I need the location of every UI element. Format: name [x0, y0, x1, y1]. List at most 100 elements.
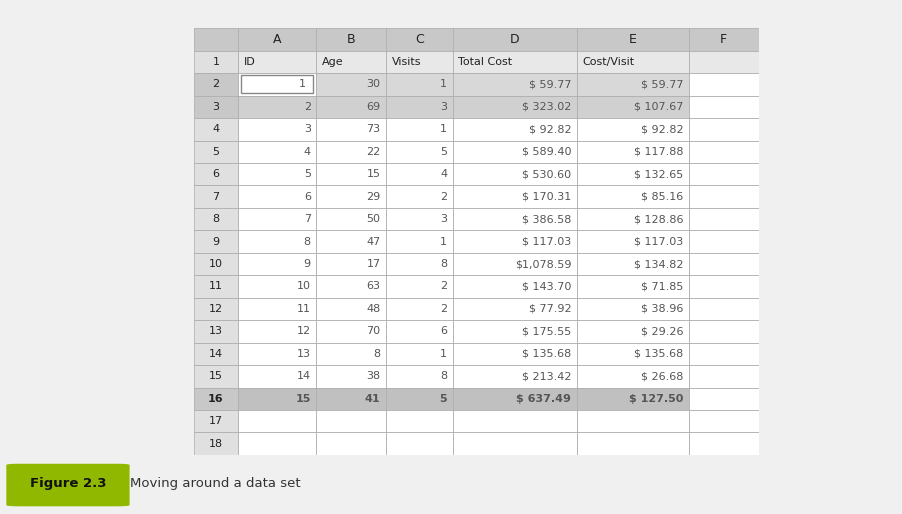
Bar — [688, 208, 758, 230]
Bar — [316, 163, 386, 186]
Bar — [316, 51, 386, 73]
Text: B: B — [346, 33, 355, 46]
Bar — [316, 28, 386, 51]
Bar — [316, 320, 386, 343]
Bar — [688, 186, 758, 208]
Bar — [316, 118, 386, 140]
Text: 2: 2 — [439, 192, 446, 201]
Text: 5: 5 — [212, 147, 219, 157]
Bar — [386, 28, 452, 51]
Bar — [237, 186, 316, 208]
Bar — [237, 51, 316, 73]
Bar — [194, 28, 237, 51]
Bar — [452, 276, 576, 298]
Bar — [452, 410, 576, 432]
Bar — [576, 253, 688, 276]
Bar — [386, 118, 452, 140]
Bar — [576, 230, 688, 253]
Bar — [576, 410, 688, 432]
Text: 5: 5 — [303, 169, 310, 179]
Bar — [576, 118, 688, 140]
Bar — [194, 96, 237, 118]
Bar — [237, 320, 316, 343]
Bar — [452, 276, 576, 298]
Text: $ 132.65: $ 132.65 — [633, 169, 683, 179]
Bar — [452, 51, 576, 73]
Bar — [194, 73, 237, 96]
Bar — [386, 118, 452, 140]
Bar — [316, 163, 386, 186]
Bar — [386, 186, 452, 208]
Bar — [316, 253, 386, 276]
Bar — [237, 73, 316, 96]
Text: 11: 11 — [297, 304, 310, 314]
Text: 13: 13 — [208, 326, 223, 336]
Text: 11: 11 — [208, 282, 223, 291]
Bar — [316, 410, 386, 432]
Bar — [688, 388, 758, 410]
Bar — [316, 410, 386, 432]
Bar — [237, 118, 316, 140]
Text: 69: 69 — [366, 102, 380, 112]
Bar — [386, 163, 452, 186]
Bar — [452, 186, 576, 208]
Text: 1: 1 — [299, 79, 306, 89]
Bar — [316, 276, 386, 298]
Text: $ 143.70: $ 143.70 — [521, 282, 571, 291]
Text: 18: 18 — [208, 438, 223, 449]
Text: 5: 5 — [439, 394, 446, 404]
Text: 17: 17 — [366, 259, 380, 269]
Bar — [194, 140, 237, 163]
Text: 3: 3 — [439, 102, 446, 112]
Bar — [386, 276, 452, 298]
Text: 8: 8 — [303, 236, 310, 247]
Bar — [452, 320, 576, 343]
Bar — [237, 140, 316, 163]
Bar — [316, 118, 386, 140]
Bar — [688, 320, 758, 343]
Bar — [452, 298, 576, 320]
Text: 4: 4 — [439, 169, 446, 179]
Bar — [576, 432, 688, 455]
Bar — [386, 163, 452, 186]
Text: $ 117.88: $ 117.88 — [633, 147, 683, 157]
Text: $ 38.96: $ 38.96 — [640, 304, 683, 314]
Bar — [237, 96, 316, 118]
Text: $ 127.50: $ 127.50 — [628, 394, 683, 404]
Bar — [237, 298, 316, 320]
Bar — [316, 343, 386, 365]
Text: $ 77.92: $ 77.92 — [528, 304, 571, 314]
Bar — [688, 432, 758, 455]
Bar — [386, 140, 452, 163]
Text: 3: 3 — [303, 124, 310, 134]
Bar — [194, 118, 237, 140]
Bar — [576, 298, 688, 320]
Bar — [316, 186, 386, 208]
Bar — [576, 298, 688, 320]
Bar — [452, 140, 576, 163]
Bar — [316, 140, 386, 163]
Bar — [688, 96, 758, 118]
Text: 13: 13 — [297, 349, 310, 359]
Bar — [688, 140, 758, 163]
Bar — [237, 28, 316, 51]
Bar — [576, 320, 688, 343]
Bar — [386, 73, 452, 96]
Bar — [688, 343, 758, 365]
Bar — [237, 163, 316, 186]
Bar — [386, 410, 452, 432]
Bar — [194, 276, 237, 298]
Text: $ 589.40: $ 589.40 — [521, 147, 571, 157]
Bar — [237, 230, 316, 253]
Bar — [316, 73, 386, 96]
Bar — [386, 432, 452, 455]
Text: 5: 5 — [439, 147, 446, 157]
Bar — [576, 208, 688, 230]
Text: 30: 30 — [366, 79, 380, 89]
Bar — [452, 186, 576, 208]
Bar — [316, 343, 386, 365]
Bar — [237, 208, 316, 230]
Bar — [386, 51, 452, 73]
Bar — [688, 276, 758, 298]
Bar — [688, 28, 758, 51]
